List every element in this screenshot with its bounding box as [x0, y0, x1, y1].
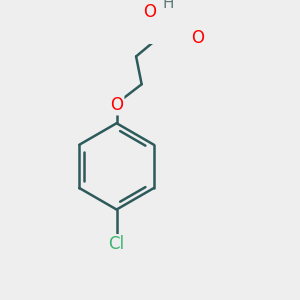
- Text: O: O: [110, 96, 123, 114]
- Text: O: O: [191, 29, 204, 47]
- Text: H: H: [162, 0, 174, 11]
- Text: Cl: Cl: [109, 235, 125, 253]
- Text: O: O: [143, 3, 157, 21]
